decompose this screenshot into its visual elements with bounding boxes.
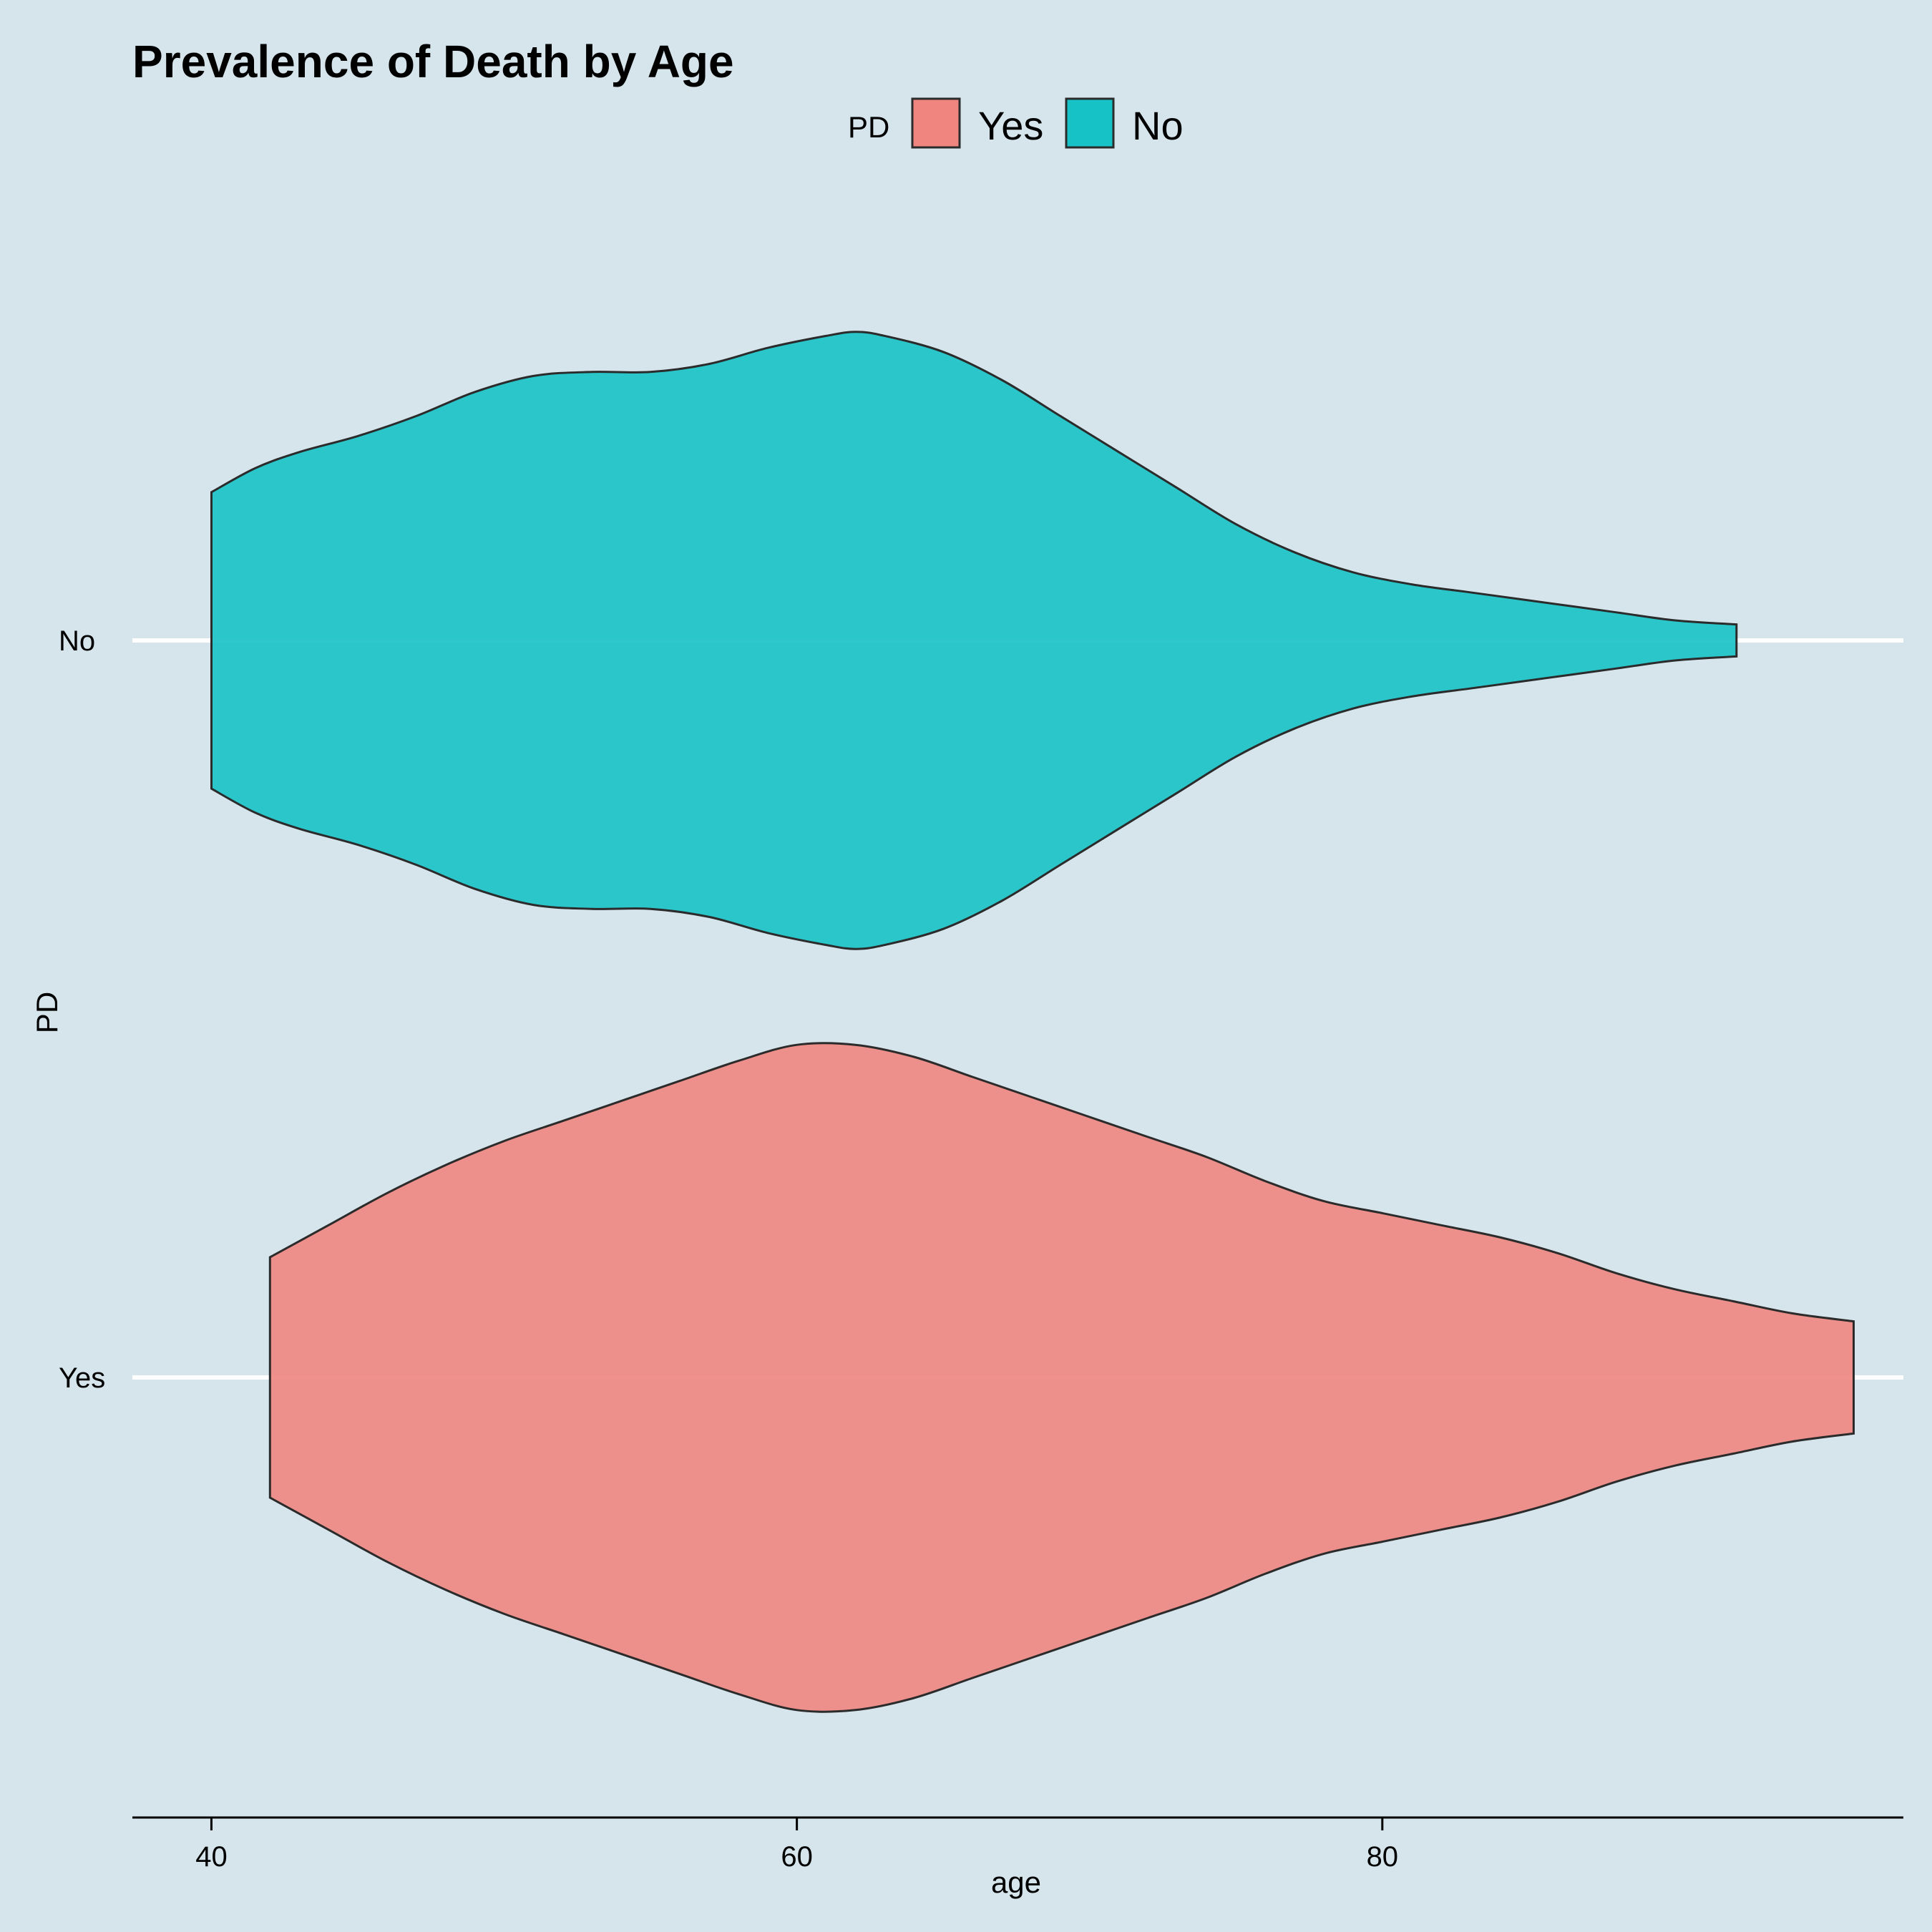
- legend-key-yes: [911, 97, 961, 149]
- x-tick-label-60: 60: [781, 1841, 813, 1873]
- chart-title: Prevalence of Death by Age: [132, 36, 734, 87]
- x-tick-label-40: 40: [195, 1841, 228, 1873]
- violin-yes: [268, 1042, 1855, 1713]
- legend-key-no: [1065, 97, 1115, 149]
- y-tick-label-yes: Yes: [59, 1362, 105, 1394]
- y-axis-ticks: Yes No: [59, 625, 105, 1394]
- violin-no: [210, 331, 1738, 950]
- legend: PD Yes No: [848, 97, 1184, 149]
- x-axis: 40 60 80: [132, 1816, 1903, 1873]
- legend-label-no: No: [1132, 103, 1184, 148]
- y-tick-label-no: No: [59, 625, 95, 657]
- x-axis-label: age: [991, 1865, 1041, 1899]
- legend-label-yes: Yes: [978, 103, 1043, 148]
- legend-title: PD: [848, 110, 889, 144]
- violins: [210, 331, 1855, 1713]
- x-tick-label-80: 80: [1367, 1841, 1399, 1873]
- y-axis-label: PD: [30, 992, 64, 1033]
